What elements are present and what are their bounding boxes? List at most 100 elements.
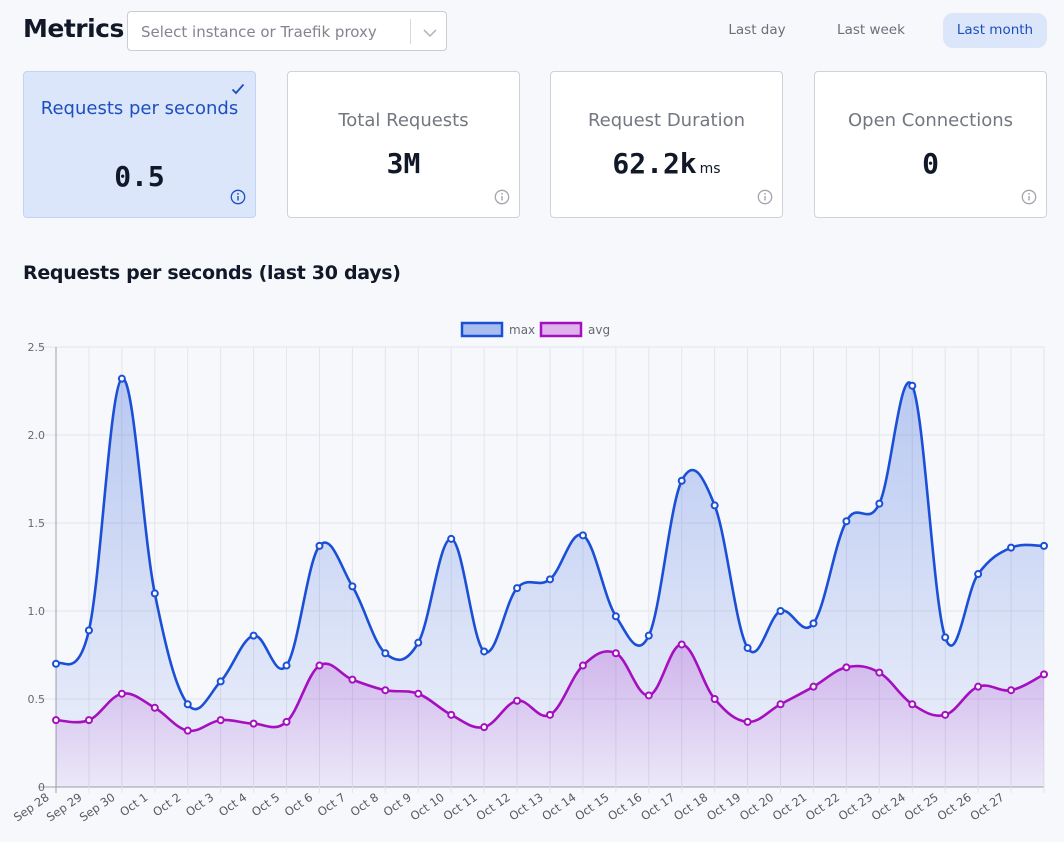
info-icon[interactable] (1021, 189, 1037, 205)
page-title: Metrics (23, 14, 124, 43)
data-point-avg (546, 710, 554, 719)
data-point-avg (743, 717, 752, 726)
x-tick-label: Oct 10 (408, 790, 447, 823)
metric-card-label: Open Connections (847, 110, 1014, 131)
instance-select[interactable]: Select instance or Traefik proxy (127, 11, 447, 51)
data-point-max (1007, 543, 1016, 552)
range-button-last-day[interactable]: Last day (728, 22, 786, 38)
data-point-avg (447, 710, 456, 719)
x-tick-label: Oct 27 (967, 790, 1006, 823)
chart-section-title: Requests per seconds (last 30 days) (23, 262, 401, 284)
data-point-avg (381, 686, 390, 695)
data-point-avg (710, 695, 719, 703)
data-point-max (908, 381, 917, 390)
data-point-avg (117, 689, 126, 698)
range-button-last-month[interactable]: Last month (943, 13, 1047, 48)
data-point-avg (52, 716, 60, 725)
x-tick-label: Sep 30 (77, 790, 118, 824)
data-point-avg (216, 716, 225, 725)
data-point-avg (842, 663, 851, 672)
data-point-max (348, 582, 357, 591)
x-tick-label: Oct 8 (348, 790, 381, 819)
x-tick-label: Oct 5 (249, 790, 282, 819)
data-point-avg (875, 668, 884, 677)
x-tick-label: Oct 25 (902, 790, 941, 823)
legend-label-max: max (509, 323, 535, 337)
data-point-max (381, 649, 390, 658)
data-point-max (480, 647, 489, 656)
data-point-avg (150, 703, 159, 712)
data-point-max (974, 570, 983, 579)
data-point-max (941, 633, 950, 642)
info-icon[interactable] (494, 189, 510, 205)
data-point-max (513, 584, 522, 593)
info-icon[interactable] (230, 189, 246, 205)
data-point-avg (348, 675, 357, 684)
data-point-avg (1007, 686, 1016, 695)
metric-card-total-requests[interactable]: Total Requests 3M (287, 71, 520, 218)
legend-swatch-avg (539, 321, 583, 338)
metric-card-request-duration[interactable]: Request Duration 62.2k ms (550, 71, 783, 218)
data-point-max (743, 643, 752, 652)
data-point-avg (776, 700, 785, 709)
metric-card-value: 0.5 (114, 160, 165, 193)
header: Metrics Select instance or Traefik proxy… (0, 0, 1064, 62)
data-point-avg (809, 682, 818, 691)
data-point-avg (315, 661, 324, 670)
x-tick-label: Oct 19 (704, 790, 743, 823)
data-point-max (710, 501, 719, 510)
data-point-avg (480, 723, 489, 732)
data-point-max (842, 517, 851, 526)
data-point-avg (249, 719, 258, 728)
x-tick-label: Oct 6 (282, 790, 315, 819)
x-tick-label: Oct 26 (935, 790, 974, 823)
legend-label-avg: avg (588, 323, 610, 337)
y-tick-label: 0 (38, 781, 45, 794)
x-tick-label: Oct 14 (539, 790, 578, 823)
legend-swatch-max (460, 321, 504, 338)
data-point-max (315, 541, 324, 550)
data-point-max (776, 607, 785, 615)
select-separator (410, 19, 411, 44)
x-tick-label: Oct 2 (150, 790, 183, 819)
data-point-avg (84, 716, 93, 725)
metric-card-requests-per-second[interactable]: Requests per seconds 0.5 (23, 71, 256, 218)
x-tick-label: Oct 16 (605, 790, 644, 823)
data-point-max (282, 661, 291, 670)
info-icon[interactable] (757, 189, 773, 205)
data-point-max (809, 619, 818, 628)
range-button-last-week[interactable]: Last week (837, 22, 905, 38)
data-point-avg (941, 710, 950, 719)
data-point-avg (414, 689, 423, 698)
data-point-max (447, 534, 456, 543)
metric-card-value: 0 (922, 147, 939, 180)
x-tick-label: Sep 29 (44, 790, 85, 824)
y-tick-label: 2.0 (28, 429, 46, 442)
data-point-avg (677, 640, 686, 649)
x-tick-label: Oct 18 (671, 790, 710, 823)
data-point-max (183, 700, 192, 709)
data-point-max (84, 626, 93, 635)
data-point-avg (183, 726, 192, 735)
x-tick-label: Sep 28 (11, 790, 52, 824)
y-tick-label: 0.5 (28, 693, 46, 706)
y-tick-label: 2.5 (28, 341, 46, 354)
x-tick-label: Oct 15 (572, 790, 611, 823)
x-tick-label: Oct 7 (315, 790, 348, 819)
data-point-max (677, 476, 686, 485)
x-tick-label: Oct 21 (770, 790, 809, 823)
chevron-down-icon[interactable] (420, 22, 440, 42)
metric-card-open-connections[interactable]: Open Connections 0 (814, 71, 1047, 218)
data-point-max (216, 677, 225, 686)
data-point-max (1040, 541, 1048, 550)
data-point-avg (908, 700, 917, 709)
data-point-max (578, 531, 587, 540)
x-tick-label: Oct 17 (638, 790, 677, 823)
x-tick-label: Oct 4 (216, 790, 249, 819)
data-point-avg (974, 682, 983, 691)
metric-card-unit: ms (699, 161, 721, 177)
x-tick-label: Oct 1 (117, 790, 150, 819)
y-tick-label: 1.5 (28, 517, 46, 530)
x-tick-label: Oct 12 (473, 790, 512, 823)
